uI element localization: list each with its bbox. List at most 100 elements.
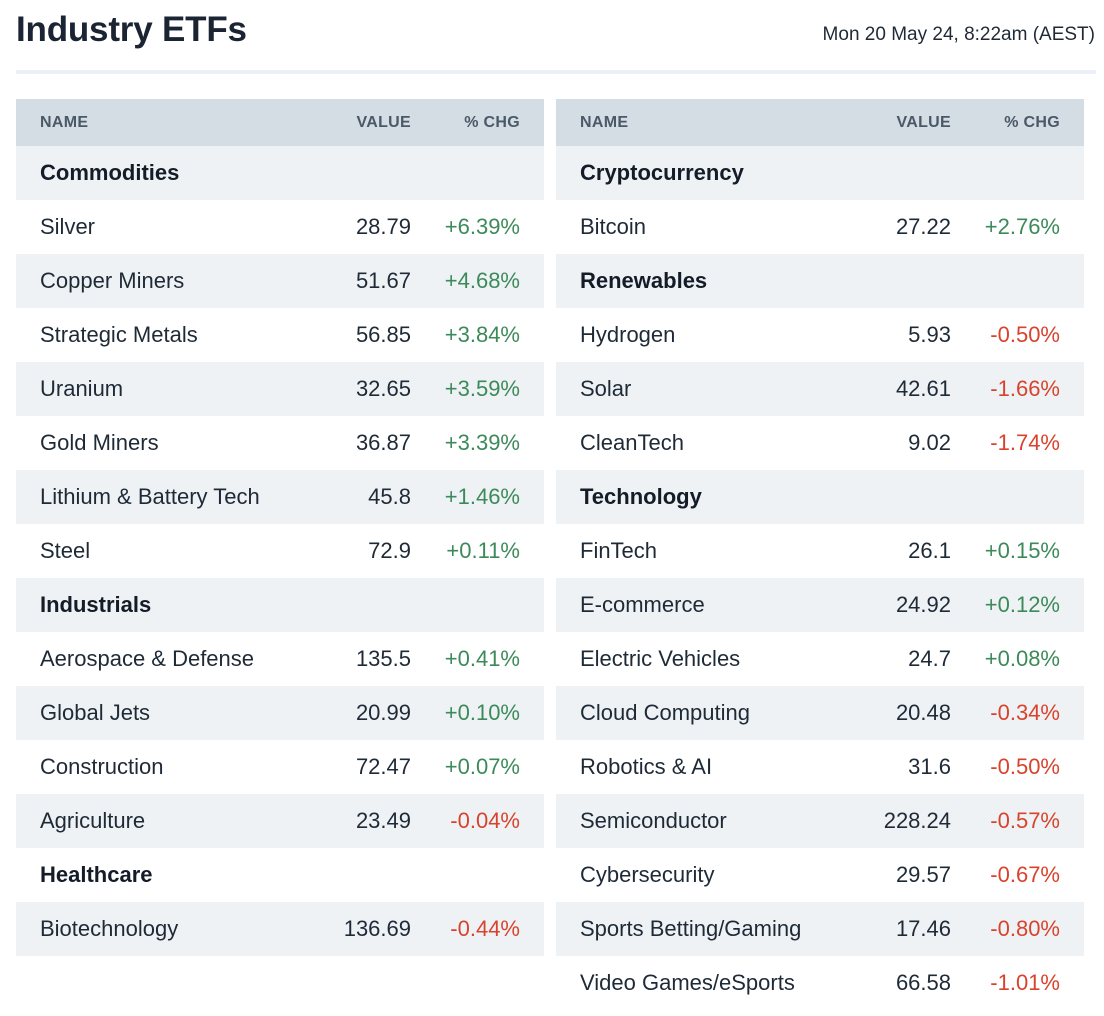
column-header-value[interactable]: VALUE bbox=[896, 113, 951, 131]
table-row[interactable]: Steel 72.9 +0.11% bbox=[16, 524, 544, 578]
etf-pct-change: +0.07% bbox=[444, 754, 520, 779]
etf-value: 72.47 bbox=[355, 754, 411, 779]
etf-pct-change: +0.10% bbox=[444, 700, 520, 725]
column-header-name[interactable]: NAME bbox=[580, 113, 629, 131]
etf-pct-change: -0.50% bbox=[990, 754, 1060, 779]
etf-pct-change: -0.50% bbox=[990, 322, 1060, 347]
table-row[interactable]: Hydrogen 5.93 -0.50% bbox=[556, 308, 1084, 362]
etf-pct-change: +6.39% bbox=[444, 214, 520, 239]
table-row[interactable]: E-commerce 24.92 +0.12% bbox=[556, 578, 1084, 632]
etf-value: 32.65 bbox=[355, 376, 411, 401]
etf-name: Strategic Metals bbox=[40, 322, 198, 347]
table-row[interactable]: Electric Vehicles 24.7 +0.08% bbox=[556, 632, 1084, 686]
header-divider bbox=[16, 70, 1096, 74]
etf-name: Solar bbox=[580, 376, 632, 401]
etf-table-left: NAME VALUE % CHG Commodities Silver 28.79 +… bbox=[16, 99, 544, 956]
etf-name: Silver bbox=[40, 214, 96, 239]
table-row[interactable]: Cybersecurity 29.57 -0.67% bbox=[556, 848, 1084, 902]
etf-value: 5.93 bbox=[908, 322, 951, 347]
etf-pct-change: -0.80% bbox=[990, 916, 1060, 941]
etf-pct-change: -0.04% bbox=[450, 808, 520, 833]
etf-pct-change: +3.84% bbox=[444, 322, 520, 347]
table-row[interactable]: CleanTech 9.02 -1.74% bbox=[556, 416, 1084, 470]
table-row[interactable]: Agriculture 23.49 -0.04% bbox=[16, 794, 544, 848]
table-row[interactable]: Uranium 32.65 +3.59% bbox=[16, 362, 544, 416]
table-row[interactable]: Bitcoin 27.22 +2.76% bbox=[556, 200, 1084, 254]
table-row[interactable]: Solar 42.61 -1.66% bbox=[556, 362, 1084, 416]
etf-name: Global Jets bbox=[40, 700, 151, 725]
etf-name: Bitcoin bbox=[580, 214, 647, 239]
etf-value: 20.48 bbox=[895, 700, 951, 725]
etf-name: Lithium & Battery Tech bbox=[40, 484, 260, 509]
etf-value: 72.9 bbox=[368, 538, 411, 563]
table-row[interactable]: Construction 72.47 +0.07% bbox=[16, 740, 544, 794]
etf-value: 136.69 bbox=[343, 916, 411, 941]
page-title: Industry ETFs bbox=[16, 10, 247, 49]
etf-name: Agriculture bbox=[40, 808, 146, 833]
table-header: NAME VALUE % CHG bbox=[16, 99, 544, 146]
table-row[interactable]: Video Games/eSports 66.58 -1.01% bbox=[556, 956, 1084, 1010]
etf-pct-change: +3.39% bbox=[444, 430, 520, 455]
etf-name: E-commerce bbox=[580, 592, 705, 617]
etf-name: Semiconductor bbox=[580, 808, 727, 833]
etf-value: 24.92 bbox=[895, 592, 951, 617]
group-header-row: Renewables bbox=[556, 254, 1084, 308]
etf-value: 135.5 bbox=[355, 646, 411, 671]
table-row[interactable]: Gold Miners 36.87 +3.39% bbox=[16, 416, 544, 470]
etf-pct-change: -1.74% bbox=[990, 430, 1060, 455]
table-row[interactable]: Semiconductor 228.24 -0.57% bbox=[556, 794, 1084, 848]
etf-name: Electric Vehicles bbox=[580, 646, 741, 671]
column-header-chg[interactable]: % CHG bbox=[464, 113, 520, 131]
column-header-value[interactable]: VALUE bbox=[356, 113, 411, 131]
table-row[interactable]: Sports Betting/Gaming 17.46 -0.80% bbox=[556, 902, 1084, 956]
group-label: Renewables bbox=[580, 268, 708, 293]
group-label: Technology bbox=[580, 484, 702, 509]
etf-value: 66.58 bbox=[895, 970, 951, 995]
etf-pct-change: +4.68% bbox=[444, 268, 520, 293]
table-row[interactable]: Global Jets 20.99 +0.10% bbox=[16, 686, 544, 740]
etf-pct-change: -0.34% bbox=[990, 700, 1060, 725]
table-row[interactable]: Biotechnology 136.69 -0.44% bbox=[16, 902, 544, 956]
etf-value: 9.02 bbox=[908, 430, 951, 455]
etf-value: 23.49 bbox=[355, 808, 411, 833]
etf-pct-change: -1.66% bbox=[990, 376, 1060, 401]
table-row[interactable]: Cloud Computing 20.48 -0.34% bbox=[556, 686, 1084, 740]
etf-pct-change: -0.67% bbox=[990, 862, 1060, 887]
table-row[interactable]: Copper Miners 51.67 +4.68% bbox=[16, 254, 544, 308]
etf-name: Gold Miners bbox=[40, 430, 159, 455]
etf-value: 27.22 bbox=[895, 214, 951, 239]
table-row[interactable]: FinTech 26.1 +0.15% bbox=[556, 524, 1084, 578]
etf-value: 228.24 bbox=[883, 808, 951, 833]
etf-value: 29.57 bbox=[895, 862, 951, 887]
table-body: Cryptocurrency Bitcoin 27.22 +2.76% Renewabl… bbox=[556, 146, 1084, 1010]
group-header-row: Healthcare bbox=[16, 848, 544, 902]
table-row[interactable]: Strategic Metals 56.85 +3.84% bbox=[16, 308, 544, 362]
etf-name: Robotics & AI bbox=[580, 754, 713, 779]
table-row[interactable]: Silver 28.79 +6.39% bbox=[16, 200, 544, 254]
group-label: Cryptocurrency bbox=[580, 160, 744, 185]
table-row[interactable]: Robotics & AI 31.6 -0.50% bbox=[556, 740, 1084, 794]
table-row[interactable]: Aerospace & Defense 135.5 +0.41% bbox=[16, 632, 544, 686]
etf-pct-change: +3.59% bbox=[444, 376, 520, 401]
etf-value: 28.79 bbox=[355, 214, 411, 239]
etf-pct-change: +0.08% bbox=[984, 646, 1060, 671]
etf-value: 31.6 bbox=[908, 754, 951, 779]
etf-pct-change: +0.11% bbox=[446, 538, 520, 563]
etf-value: 42.61 bbox=[895, 376, 951, 401]
etf-pct-change: +1.46% bbox=[444, 484, 520, 509]
column-header-name[interactable]: NAME bbox=[40, 113, 89, 131]
etf-name: Sports Betting/Gaming bbox=[580, 916, 802, 941]
table-row[interactable]: Lithium & Battery Tech 45.8 +1.46% bbox=[16, 470, 544, 524]
etf-value: 45.8 bbox=[368, 484, 411, 509]
etf-pct-change: +0.15% bbox=[984, 538, 1060, 563]
column-header-chg[interactable]: % CHG bbox=[1004, 113, 1060, 131]
etf-value: 26.1 bbox=[908, 538, 951, 563]
etf-name: Hydrogen bbox=[580, 322, 676, 347]
etf-pct-change: +0.41% bbox=[444, 646, 520, 671]
etf-name: Biotechnology bbox=[40, 916, 179, 941]
etf-name: Aerospace & Defense bbox=[40, 646, 255, 671]
table-body: Commodities Silver 28.79 +6.39% Copper Miner… bbox=[16, 146, 544, 956]
etf-name: Uranium bbox=[40, 376, 124, 401]
group-label: Commodities bbox=[40, 160, 180, 185]
etf-value: 36.87 bbox=[355, 430, 411, 455]
